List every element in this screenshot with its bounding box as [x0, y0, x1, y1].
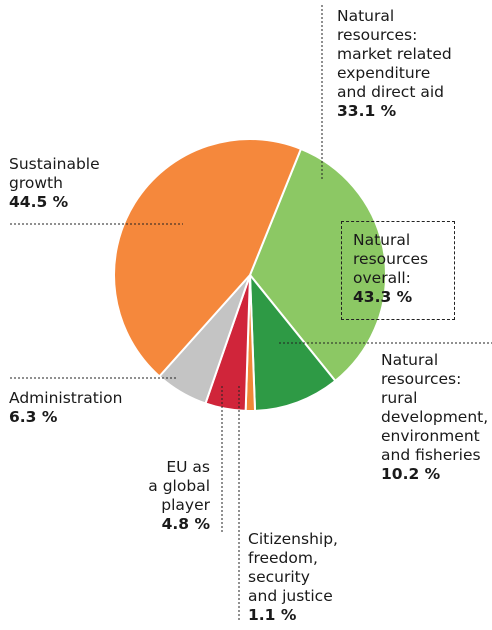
label-line: rural	[381, 389, 418, 407]
label-line: player	[161, 496, 210, 514]
label-line: overall:	[353, 269, 411, 287]
label-line: development,	[381, 408, 489, 426]
value-label: 33.1 %	[337, 102, 397, 120]
label-line: resources:	[381, 370, 462, 388]
label-line: security	[248, 568, 310, 586]
label-line: environment	[381, 427, 480, 445]
label-line: a global	[148, 477, 210, 495]
value-label: 43.3 %	[353, 288, 413, 306]
label-sustainable-growth: Sustainable growth 44.5 %	[9, 155, 100, 212]
value-label: 1.1 %	[248, 606, 297, 624]
label-line: freedom,	[248, 549, 318, 567]
label-line: resources	[353, 250, 429, 268]
value-label: 6.3 %	[9, 408, 58, 426]
label-line: Citizenship,	[248, 530, 338, 548]
label-administration: Administration 6.3 %	[9, 389, 122, 427]
pie-slice-sustainable	[112, 138, 302, 378]
label-line: Natural	[337, 7, 395, 25]
label-line: Natural	[353, 231, 411, 249]
label-line: market related	[337, 45, 452, 63]
label-line: Natural	[381, 351, 439, 369]
label-line: EU as	[166, 458, 210, 476]
label-line: and justice	[248, 587, 333, 605]
pie-slice-natural_market	[249, 147, 387, 382]
label-line: growth	[9, 174, 63, 192]
value-label: 4.8 %	[161, 515, 210, 533]
value-label: 10.2 %	[381, 465, 441, 483]
label-line: Administration	[9, 389, 123, 407]
value-label: 44.5 %	[9, 193, 69, 211]
label-eu-global-player: EU as a global player 4.8 %	[120, 458, 210, 534]
label-line: resources:	[337, 26, 418, 44]
label-line: and fisheries	[381, 446, 481, 464]
natural-resources-overall-box	[341, 221, 455, 320]
label-natural-resources-overall: Natural resources overall: 43.3 %	[353, 231, 428, 307]
label-natural-resources-rural: Natural resources: rural development, en…	[381, 351, 488, 484]
label-line: expenditure	[337, 64, 431, 82]
label-line: and direct aid	[337, 83, 444, 101]
label-line: Sustainable	[9, 155, 100, 173]
label-natural-resources-market: Natural resources: market related expend…	[337, 7, 452, 121]
label-citizenship: Citizenship, freedom, security and justi…	[248, 530, 338, 625]
